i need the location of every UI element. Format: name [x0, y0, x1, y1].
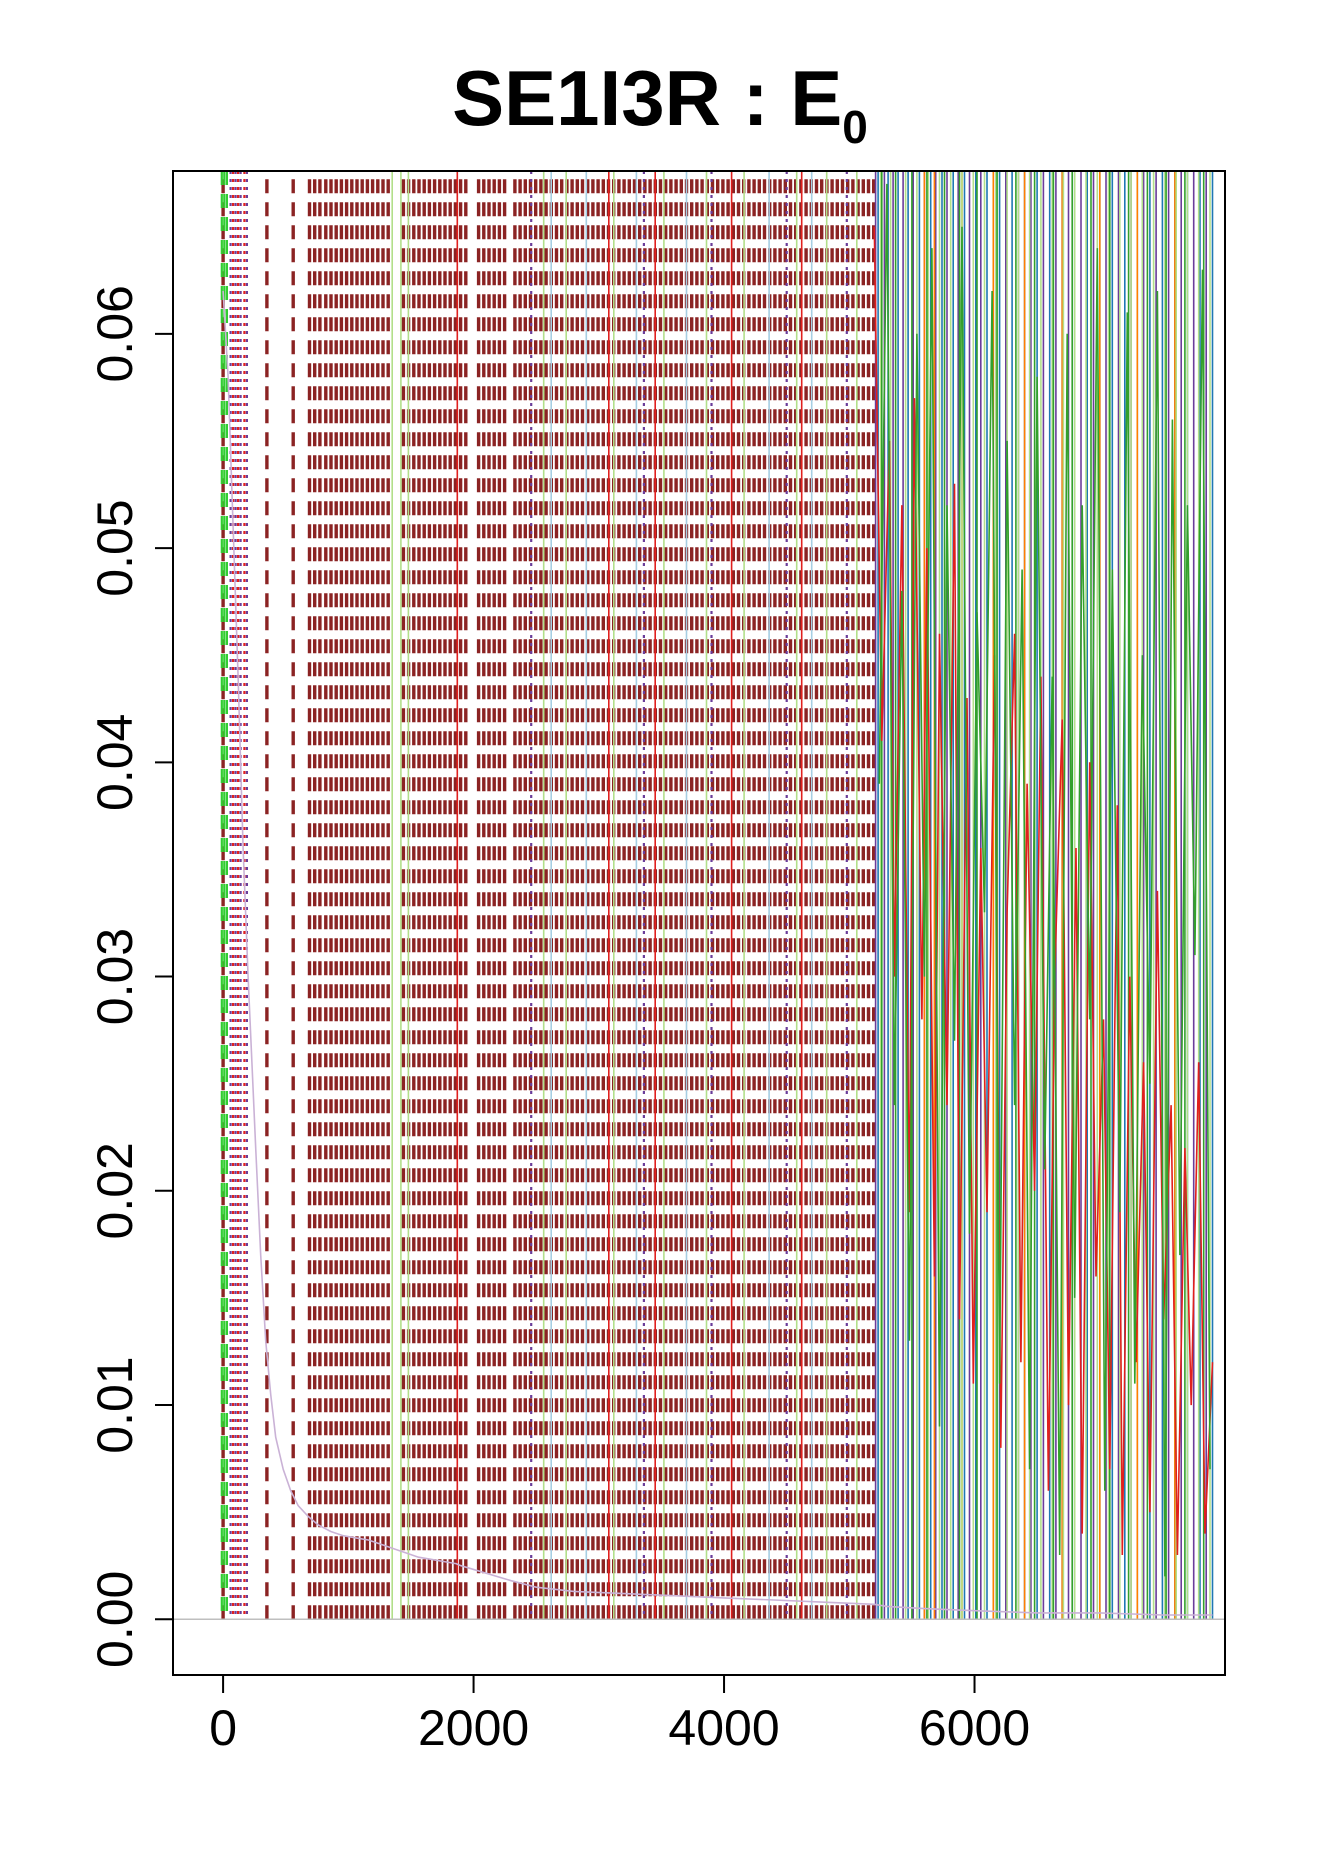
y-tick-label: 0.02: [87, 1142, 143, 1239]
dashed-series-band: [324, 171, 390, 1620]
y-tick-label: 0.00: [87, 1571, 143, 1668]
x-axis: 0 2000 4000 6000: [209, 1674, 1030, 1756]
x-tick-label: 2000: [418, 1700, 529, 1756]
chart-title-main: SE1I3R : E: [452, 54, 842, 142]
plot-area: [173, 171, 1225, 1675]
x-tick-label: 0: [209, 1700, 237, 1756]
chart-title-subscript: 0: [842, 101, 868, 153]
dashed-series-band: [401, 171, 468, 1620]
y-tick-label: 0.04: [87, 714, 143, 811]
series-line: [222, 290, 1213, 1616]
y-tick-label: 0.05: [87, 499, 143, 596]
line-series-layer: [222, 183, 1214, 1616]
series-line: [878, 183, 1211, 1577]
y-tick-label: 0.03: [87, 928, 143, 1025]
y-tick-label: 0.06: [87, 285, 143, 382]
y-tick-label: 0.01: [87, 1356, 143, 1453]
y-axis: 0.00 0.01 0.02 0.03 0.04 0.05 0.06: [87, 285, 174, 1668]
dashed-series-band: [307, 171, 322, 1620]
series-line: [873, 226, 1214, 1556]
chart-title: SE1I3R : E0: [452, 54, 868, 153]
x-tick-label: 4000: [668, 1700, 779, 1756]
dashed-series-band: [476, 171, 507, 1620]
x-tick-label: 6000: [919, 1700, 1030, 1756]
